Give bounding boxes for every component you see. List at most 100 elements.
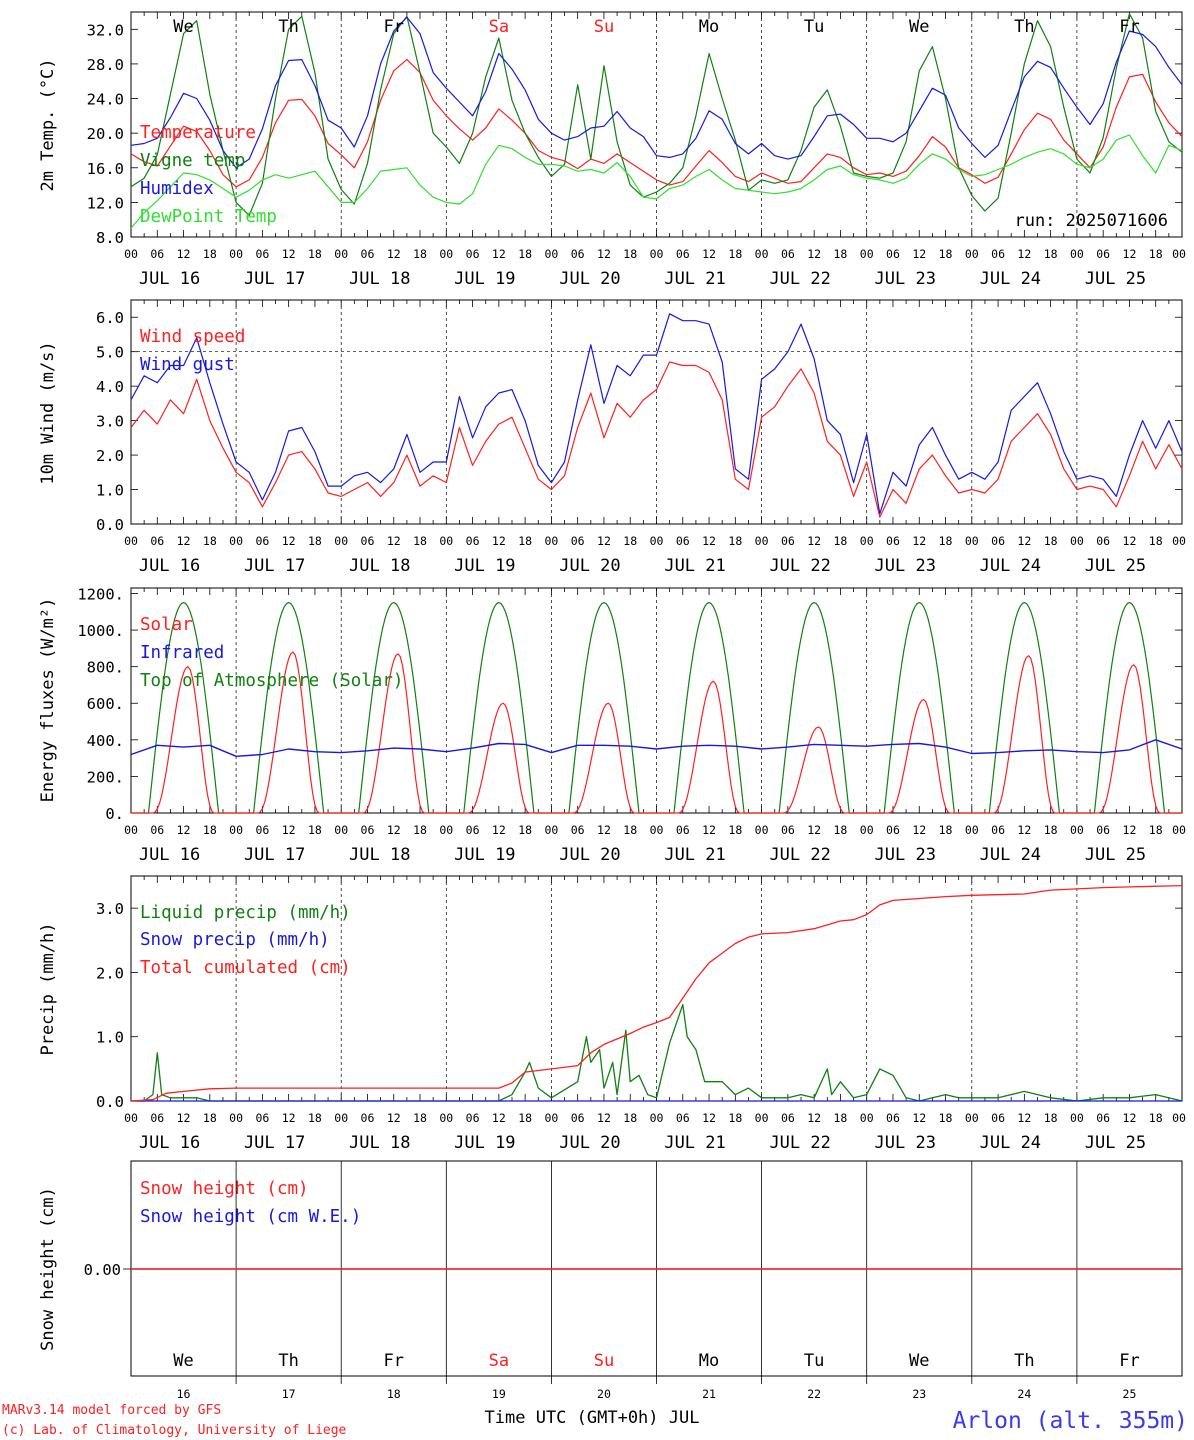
weekday-label: We — [909, 17, 929, 37]
hour-tick-label: 12 — [1017, 1111, 1031, 1125]
hour-tick-label: 12 — [387, 823, 401, 837]
hour-tick-label: 00 — [755, 247, 769, 261]
hour-tick-label: 00 — [1172, 1111, 1186, 1125]
date-label: JUL 18 — [349, 269, 410, 289]
hour-tick-label: 06 — [781, 823, 795, 837]
y-tick-label: 1.0 — [96, 1029, 124, 1047]
temperature-series — [130, 13, 1183, 229]
panel-frame-4: 0.0 1.0 2.0 3.0 Precip (mm/h) Liquid precip (… — [38, 875, 1183, 1111]
hour-tick-label: 06 — [255, 823, 269, 837]
date-label: JUL 24 — [980, 556, 1041, 576]
series-line-humidex — [130, 16, 1183, 169]
day-number-label: 23 — [912, 1387, 926, 1401]
weekday-label: Tu — [804, 1351, 824, 1371]
hour-tick-label: 06 — [781, 534, 795, 548]
hour-tick-label: 18 — [939, 247, 953, 261]
legend-entry: Vigne temp — [140, 151, 245, 171]
date-label: JUL 25 — [1085, 1133, 1146, 1153]
y-tick-label: 5.0 — [96, 344, 124, 362]
hour-tick-label: 06 — [676, 823, 690, 837]
y-tick-label: 800. — [87, 659, 124, 677]
date-label: JUL 23 — [875, 556, 936, 576]
hour-tick-label: 12 — [177, 534, 191, 548]
date-label: JUL 18 — [349, 556, 410, 576]
date-label: JUL 25 — [1085, 845, 1146, 865]
date-label: JUL 16 — [139, 556, 200, 576]
hour-tick-label: 00 — [229, 534, 243, 548]
chart-panels: 8.0 12.0 16.0 20.0 24.0 28.0 32.0 2m Temp. (°C)… — [38, 11, 1186, 1401]
hour-tick-label: 06 — [886, 823, 900, 837]
hour-tick-label: 06 — [676, 1111, 690, 1125]
y-tick-label: 28.0 — [87, 56, 124, 74]
y-tick-label: 8.0 — [96, 229, 124, 247]
date-label: JUL 17 — [244, 556, 305, 576]
date-label: JUL 23 — [875, 269, 936, 289]
y-tick-label: 2.0 — [96, 447, 124, 465]
hour-tick-label: 18 — [308, 247, 322, 261]
hour-tick-label: 18 — [203, 823, 217, 837]
hour-tick-label: 00 — [860, 534, 874, 548]
hour-tick-label: 18 — [518, 534, 532, 548]
hour-tick-label: 06 — [781, 247, 795, 261]
day-number-label: 22 — [807, 1387, 821, 1401]
hour-tick-label: 06 — [361, 247, 375, 261]
series-line-wind-speed — [130, 361, 1183, 518]
date-label: JUL 19 — [454, 556, 515, 576]
hour-tick-label: 06 — [361, 534, 375, 548]
hour-tick-label: 18 — [413, 247, 427, 261]
hour-tick-label: 18 — [308, 823, 322, 837]
hour-tick-label: 12 — [282, 247, 296, 261]
y-tick-label: 200. — [87, 768, 124, 786]
hour-tick-label: 06 — [361, 823, 375, 837]
y-tick-label: 6.0 — [96, 309, 124, 327]
legend-entry: Infrared — [140, 643, 224, 663]
hour-tick-label: 00 — [124, 823, 138, 837]
hour-tick-label: 06 — [886, 534, 900, 548]
hour-tick-label: 18 — [203, 1111, 217, 1125]
date-label: JUL 24 — [980, 845, 1041, 865]
hour-tick-label: 18 — [203, 247, 217, 261]
hour-tick-label: 12 — [492, 534, 506, 548]
weekday-label: Th — [278, 17, 298, 37]
weekday-label: We — [173, 17, 193, 37]
hour-tick-label: 00 — [650, 1111, 664, 1125]
hour-tick-label: 06 — [676, 534, 690, 548]
hour-tick-label: 06 — [150, 534, 164, 548]
hour-tick-label: 06 — [1096, 823, 1110, 837]
legend-entry: Snow height (cm) — [140, 1179, 309, 1199]
hour-tick-label: 12 — [912, 823, 926, 837]
legend-entry: Wind speed — [140, 327, 245, 347]
hour-tick-label: 12 — [807, 1111, 821, 1125]
weekday-label: We — [173, 1351, 193, 1371]
hour-tick-label: 00 — [229, 247, 243, 261]
date-label: JUL 24 — [980, 269, 1041, 289]
hour-tick-label: 18 — [833, 247, 847, 261]
hour-tick-label: 06 — [255, 1111, 269, 1125]
hour-tick-label: 12 — [912, 1111, 926, 1125]
hour-tick-label: 12 — [387, 247, 401, 261]
date-label: JUL 17 — [244, 1133, 305, 1153]
hour-tick-label: 00 — [860, 247, 874, 261]
weekday-label: Th — [1014, 1351, 1034, 1371]
hour-tick-label: 00 — [1172, 534, 1186, 548]
day-number-label: 20 — [597, 1387, 611, 1401]
hour-tick-label: 00 — [1070, 247, 1084, 261]
day-number-label: 24 — [1017, 1387, 1031, 1401]
date-label: JUL 21 — [664, 1133, 725, 1153]
hour-tick-label: 12 — [912, 247, 926, 261]
day-number-label: 18 — [387, 1387, 401, 1401]
hour-tick-label: 06 — [150, 823, 164, 837]
date-label: JUL 18 — [349, 845, 410, 865]
hour-tick-label: 12 — [177, 1111, 191, 1125]
hour-tick-label: 00 — [439, 823, 453, 837]
series-line-total-cumulated — [130, 884, 1183, 1102]
hour-tick-label: 12 — [1123, 247, 1137, 261]
y-tick-label: 400. — [87, 732, 124, 750]
legend-entry: Snow precip (mm/h) — [140, 930, 330, 950]
hour-tick-label: 00 — [439, 1111, 453, 1125]
date-label: JUL 21 — [664, 269, 725, 289]
weekday-label: Mo — [699, 1351, 719, 1371]
hour-tick-label: 00 — [544, 823, 558, 837]
legend-entry: Total cumulated (cm) — [140, 958, 351, 978]
